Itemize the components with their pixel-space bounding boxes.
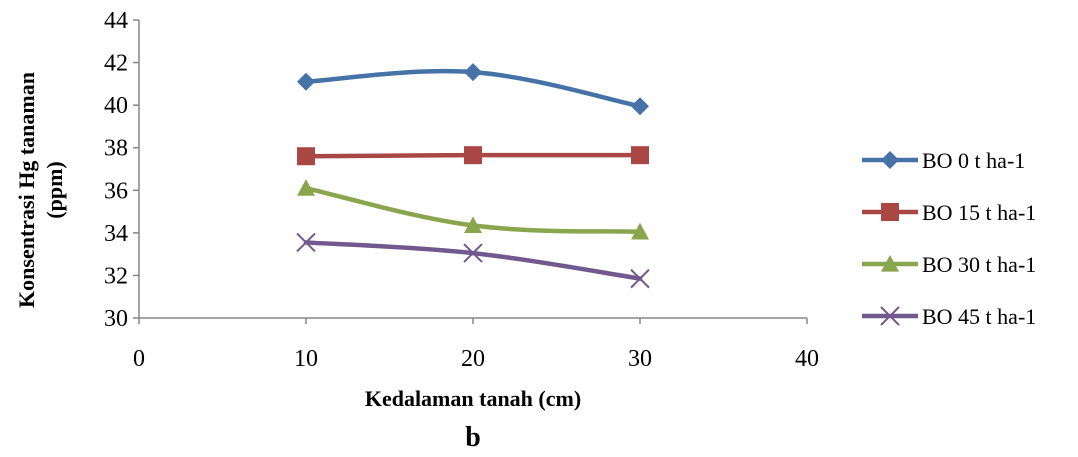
y-axis-title-line-1: Konsentrasi Hg tanaman bbox=[14, 72, 39, 308]
data-point-marker bbox=[297, 147, 315, 166]
y-tick-label: 30 bbox=[104, 306, 128, 332]
panel-label: b bbox=[465, 422, 481, 452]
y-tick-label: 34 bbox=[104, 221, 128, 247]
data-point-marker bbox=[630, 268, 650, 289]
data-point-marker bbox=[464, 63, 482, 82]
x-tick-label: 10 bbox=[294, 346, 318, 372]
ticks: 30 32 34 36 38 40 42 44 0 10 20 30 40 bbox=[104, 8, 819, 372]
series-line bbox=[303, 240, 643, 281]
series-4 bbox=[296, 232, 650, 289]
x-axis-title: Kedalaman tanah (cm) bbox=[365, 386, 581, 411]
y-tick-label: 38 bbox=[104, 136, 128, 162]
series-1 bbox=[297, 63, 649, 116]
y-tick-label: 44 bbox=[104, 8, 128, 34]
legend-marker bbox=[881, 151, 899, 169]
data-point-marker bbox=[464, 146, 482, 165]
x-tick-label: 40 bbox=[795, 346, 819, 372]
legend: BO 0 t ha-1 BO 15 t ha-1 BO 30 t ha-1 BO 45… bbox=[862, 148, 1036, 329]
legend-marker bbox=[880, 306, 900, 326]
series bbox=[296, 63, 650, 289]
data-point-marker bbox=[296, 232, 316, 253]
legend-marker bbox=[881, 203, 899, 221]
data-point-marker bbox=[464, 216, 482, 234]
legend-label: BO 0 t ha-1 bbox=[922, 148, 1025, 173]
x-tick-label: 20 bbox=[461, 346, 485, 372]
y-tick-label: 36 bbox=[104, 178, 128, 204]
data-point-marker bbox=[297, 72, 315, 91]
legend-item: BO 0 t ha-1 bbox=[862, 148, 1025, 173]
legend-item: BO 30 t ha-1 bbox=[862, 252, 1036, 277]
y-tick-label: 42 bbox=[104, 51, 128, 77]
data-point-marker bbox=[297, 179, 315, 196]
x-tick-label: 0 bbox=[133, 346, 145, 372]
data-point-marker bbox=[631, 146, 649, 165]
axis-titles: Kedalaman tanah (cm) Konsentrasi Hg tana… bbox=[14, 72, 581, 453]
data-point-marker bbox=[631, 97, 649, 116]
y-tick-label: 40 bbox=[104, 93, 128, 119]
legend-item: BO 15 t ha-1 bbox=[862, 200, 1036, 225]
data-point-marker bbox=[631, 222, 649, 240]
series-2 bbox=[297, 146, 649, 166]
legend-label: BO 45 t ha-1 bbox=[922, 304, 1036, 329]
data-point-marker bbox=[463, 243, 483, 263]
legend-label: BO 15 t ha-1 bbox=[922, 200, 1036, 225]
series-3 bbox=[297, 179, 649, 240]
legend-label: BO 30 t ha-1 bbox=[922, 252, 1036, 277]
y-tick-label: 32 bbox=[104, 263, 128, 289]
y-axis-title-line-2: (ppm) bbox=[42, 161, 67, 218]
legend-marker bbox=[881, 255, 899, 272]
legend-item: BO 45 t ha-1 bbox=[862, 304, 1036, 329]
x-tick-label: 30 bbox=[628, 346, 652, 372]
